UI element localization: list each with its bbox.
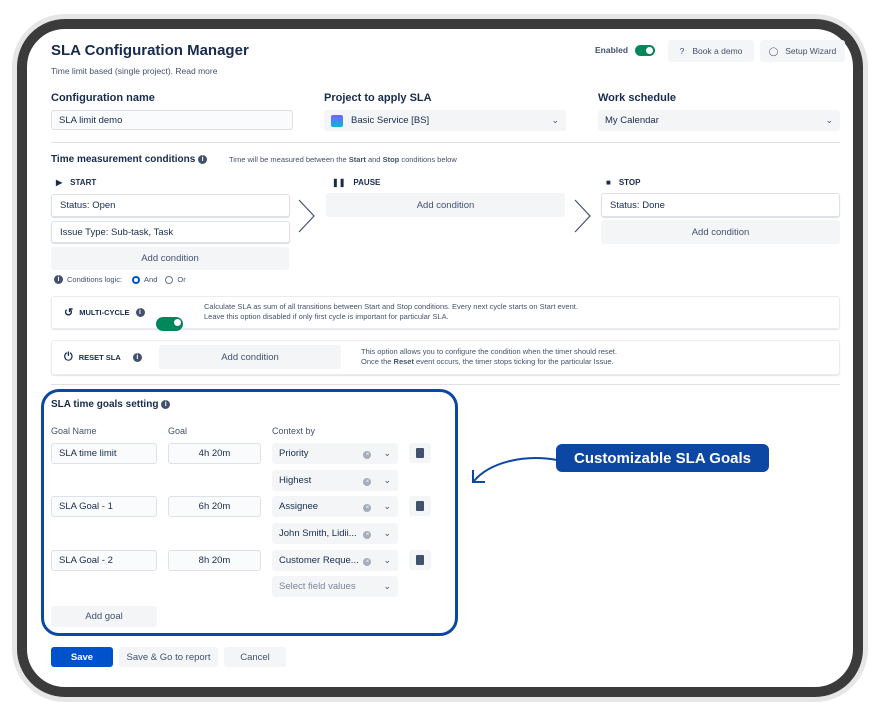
multicycle-toggle[interactable] [156, 317, 183, 331]
trash-icon [416, 501, 424, 511]
callout-arrow-icon [472, 457, 558, 483]
save-button[interactable]: Save [51, 647, 113, 667]
reset-panel [51, 340, 840, 375]
conditions-title: Time measurement conditions i [51, 154, 208, 165]
goal-time-input[interactable]: 8h 20m [168, 550, 261, 571]
trash-icon [416, 448, 424, 458]
info-icon[interactable]: i [132, 353, 142, 362]
stop-condition[interactable]: Status: Done [601, 193, 840, 217]
start-condition[interactable]: Status: Open [51, 194, 290, 217]
help-icon: ? [679, 46, 685, 56]
clear-icon[interactable]: × [363, 451, 372, 459]
clear-icon[interactable]: × [363, 504, 372, 512]
history-icon: ↺ [64, 307, 74, 319]
chevron-down-icon: ⌄ [383, 448, 391, 458]
start-add-condition-button[interactable]: Add condition [51, 247, 289, 270]
trash-icon [416, 555, 424, 565]
lightbulb-icon: ◯ [768, 45, 779, 56]
goal-name-input[interactable]: SLA Goal - 1 [51, 496, 157, 517]
add-goal-button[interactable]: Add goal [51, 606, 157, 627]
save-report-button[interactable]: Save & Go to report [119, 647, 218, 667]
clear-icon[interactable]: × [363, 558, 372, 566]
context-field-select[interactable]: Priority × ⌄ [272, 443, 398, 464]
schedule-label: Work schedule [598, 92, 677, 104]
context-field-select[interactable]: Assignee × ⌄ [272, 496, 398, 517]
start-condition[interactable]: Issue Type: Sub-task, Task [51, 221, 290, 243]
context-values-select[interactable]: Highest × ⌄ [272, 470, 398, 491]
radio-or[interactable] [165, 275, 174, 284]
setup-wizard-button[interactable]: ◯ Setup Wizard [760, 40, 845, 62]
context-values-select[interactable]: John Smith, Lidii... × ⌄ [272, 523, 398, 544]
clear-icon[interactable]: × [363, 531, 372, 539]
info-icon: i [54, 275, 63, 284]
reset-add-condition-button[interactable]: Add condition [159, 345, 341, 369]
project-select[interactable]: Basic Service [BS] ⌄ [324, 110, 566, 131]
enabled-label: Enabled [595, 45, 629, 55]
pause-add-condition-button[interactable]: Add condition [326, 193, 565, 217]
conditions-logic: i Conditions logic: And Or [54, 275, 186, 284]
project-label: Project to apply SLA [324, 92, 432, 104]
goal-name-input[interactable]: SLA time limit [51, 443, 157, 464]
delete-goal-button[interactable] [409, 443, 431, 463]
reset-description: This option allows you to configure the … [361, 347, 617, 366]
page-title: SLA Configuration Manager [51, 42, 249, 59]
book-demo-button[interactable]: ? Book a demo [668, 40, 754, 62]
chevron-down-icon: ⌄ [383, 501, 391, 511]
arrow-right-icon [574, 199, 591, 233]
page-subtitle[interactable]: Time limit based (single project). Read … [51, 66, 218, 76]
col-goal: Goal [168, 426, 188, 436]
delete-goal-button[interactable] [409, 550, 431, 570]
radio-and[interactable] [132, 275, 141, 284]
start-header: ▶ START [56, 178, 97, 187]
goal-name-input[interactable]: SLA Goal - 2 [51, 550, 157, 571]
clear-icon[interactable]: × [363, 478, 372, 486]
multicycle-description: Calculate SLA as sum of all transitions … [204, 302, 578, 321]
chevron-down-icon: ⌄ [551, 115, 559, 125]
context-field-select[interactable]: Customer Reque... × ⌄ [272, 550, 398, 571]
project-avatar-icon [331, 114, 343, 127]
chevron-down-icon: ⌄ [383, 555, 391, 565]
schedule-select[interactable]: My Calendar ⌄ [598, 110, 840, 131]
chevron-down-icon: ⌄ [383, 528, 391, 538]
reset-label: ⏻ RESET SLA i [64, 351, 142, 364]
play-icon: ▶ [56, 178, 63, 187]
info-icon[interactable]: i [161, 399, 171, 409]
power-icon: ⏻ [64, 351, 73, 363]
stop-header: ■ STOP [606, 178, 641, 187]
goal-time-input[interactable]: 6h 20m [168, 496, 261, 517]
config-name-input[interactable]: SLA limit demo [51, 110, 293, 130]
device-frame [17, 19, 863, 697]
goal-time-input[interactable]: 4h 20m [168, 443, 261, 464]
stop-icon: ■ [606, 178, 611, 187]
goals-highlight [41, 389, 458, 636]
chevron-down-icon: ⌄ [383, 475, 391, 485]
multicycle-label: ↺ MULTI-CYCLE i [64, 306, 145, 319]
info-icon[interactable]: i [135, 308, 145, 317]
chevron-down-icon: ⌄ [825, 115, 833, 125]
chevron-down-icon: ⌄ [383, 581, 391, 591]
delete-goal-button[interactable] [409, 496, 431, 516]
context-values-select[interactable]: Select field values ⌄ [272, 576, 398, 597]
cancel-button[interactable]: Cancel [224, 647, 286, 667]
stop-add-condition-button[interactable]: Add condition [601, 220, 840, 244]
goals-title: SLA time goals setting i [51, 399, 171, 410]
col-context: Context by [272, 426, 316, 436]
info-icon[interactable]: i [198, 154, 208, 164]
col-goal-name: Goal Name [51, 426, 97, 436]
pause-header: ❚❚ PAUSE [332, 178, 381, 187]
divider [51, 384, 840, 385]
enabled-toggle[interactable] [635, 45, 655, 56]
divider [51, 142, 840, 143]
multicycle-panel [51, 296, 840, 329]
arrow-right-icon [298, 199, 315, 233]
config-name-label: Configuration name [51, 92, 155, 104]
callout-label: Customizable SLA Goals [556, 444, 769, 472]
conditions-hint: Time will be measured between the Start … [229, 155, 457, 164]
pause-icon: ❚❚ [332, 178, 346, 187]
